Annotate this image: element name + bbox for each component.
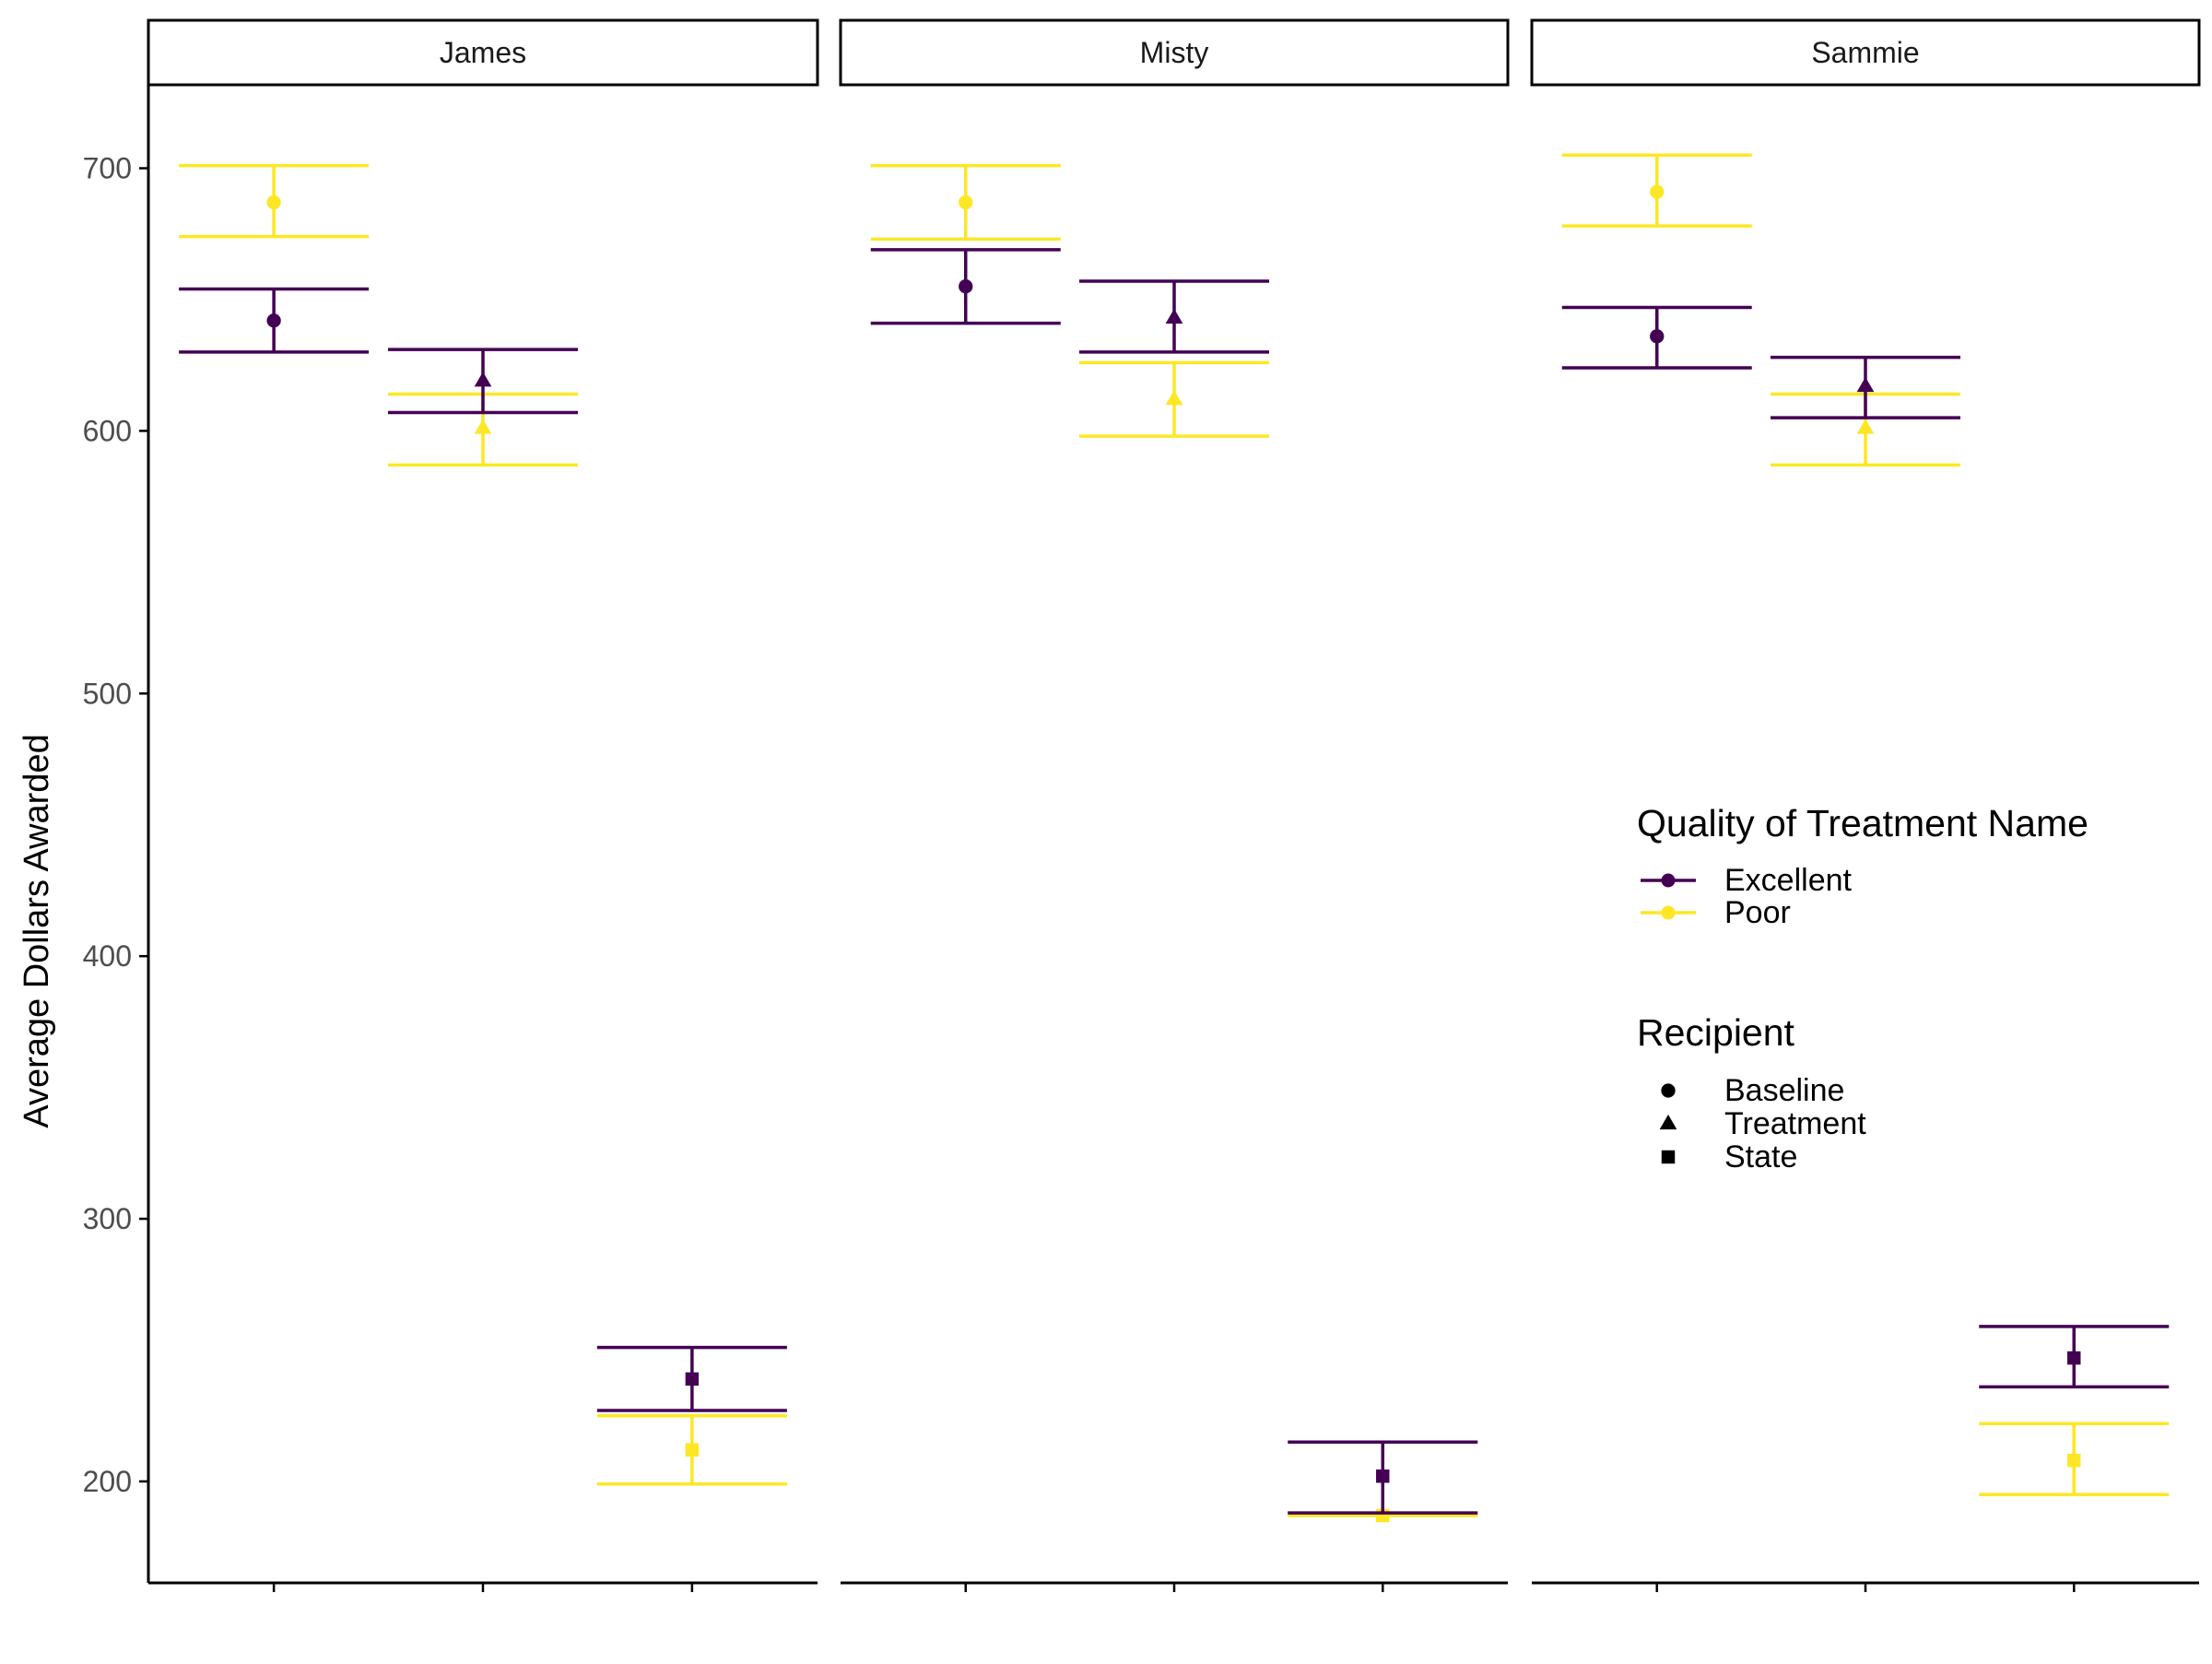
legend-color-item-poor: Poor: [1641, 895, 1791, 930]
point-james-treatment-poor: [474, 419, 492, 434]
legend-shape-item-baseline: Baseline: [1661, 1073, 1844, 1108]
errorbar-james-state-excellent: [596, 1345, 787, 1412]
facet-james: James: [147, 18, 819, 1592]
legend-color-label-excellent: Excellent: [1724, 863, 1853, 898]
errorbar-sammie-baseline-poor: [1561, 153, 1752, 228]
facet-strip-misty: [839, 18, 1510, 87]
facet-strip-sammie: [1530, 18, 2201, 87]
legend-color-title: Quality of Treatment Name: [1637, 802, 2088, 844]
point-sammie-baseline-poor: [1650, 184, 1665, 199]
y-tick-label-200: 200: [83, 1465, 132, 1498]
y-tick-label-400: 400: [83, 939, 132, 973]
point-sammie-state-poor: [2067, 1453, 2081, 1468]
point-misty-state-excellent: [1376, 1469, 1390, 1483]
errorbar-sammie-state-poor: [1979, 1422, 2170, 1496]
facet-strip-james: [147, 18, 819, 87]
errorbar-misty-treatment-poor: [1079, 360, 1269, 438]
y-axis-title: Average Dollars Awarded: [18, 734, 56, 1127]
errorbar-sammie-treatment-excellent: [1771, 355, 1960, 419]
point-james-treatment-excellent: [474, 372, 492, 387]
point-james-state-poor: [685, 1443, 700, 1457]
legend-color-key-point-poor: [1661, 905, 1676, 920]
facet-strip-label-misty: Misty: [1140, 36, 1209, 69]
point-misty-baseline-excellent: [959, 279, 973, 294]
facet-misty: Misty: [839, 18, 1510, 1592]
errorbar-misty-treatment-excellent: [1079, 279, 1269, 354]
errorbar-misty-state-excellent: [1288, 1440, 1478, 1515]
legend-shape-label-treatment: Treatment: [1724, 1106, 1866, 1141]
errorbar-james-treatment-excellent: [388, 348, 578, 415]
errorbar-misty-baseline-poor: [870, 163, 1061, 242]
point-sammie-treatment-excellent: [1856, 376, 1875, 393]
errorbar-misty-baseline-excellent: [870, 248, 1061, 325]
point-james-baseline-excellent: [266, 313, 281, 328]
y-tick-label-500: 500: [83, 677, 132, 710]
errorbar-sammie-baseline-excellent: [1561, 305, 1752, 370]
facet-strip-label-james: James: [440, 36, 526, 69]
point-james-baseline-poor: [266, 195, 281, 210]
y-tick-label-600: 600: [83, 414, 132, 447]
legend-color-item-excellent: Excellent: [1641, 863, 1853, 898]
point-james-state-excellent: [685, 1372, 700, 1387]
errorbar-james-baseline-poor: [179, 163, 370, 239]
errorbar-sammie-state-excellent: [1979, 1325, 2170, 1389]
facet-strip-label-sammie: Sammie: [1811, 36, 1919, 69]
y-tick-label-700: 700: [83, 152, 132, 185]
legend-shape-item-treatment: Treatment: [1659, 1106, 1866, 1141]
legend-shape-key-state: [1661, 1150, 1676, 1164]
y-axis: 200 300 400 500 600 700: [83, 152, 148, 1498]
point-misty-treatment-poor: [1165, 390, 1183, 406]
point-sammie-baseline-excellent: [1650, 329, 1665, 344]
legend-shape-label-baseline: Baseline: [1724, 1073, 1844, 1108]
point-sammie-state-excellent: [2067, 1351, 2081, 1365]
point-sammie-treatment-poor: [1856, 419, 1875, 434]
facets-layer: 200 300 400 500 600 700 James Misty Sammie: [83, 18, 2201, 1592]
point-misty-treatment-excellent: [1165, 308, 1183, 325]
legend-shape-item-state: State: [1661, 1139, 1797, 1174]
errorbar-james-state-poor: [596, 1413, 787, 1486]
facet-sammie: Sammie: [1530, 18, 2201, 1592]
errorbar-james-baseline-excellent: [179, 287, 370, 354]
legend-shape-key-treatment: [1659, 1114, 1677, 1130]
legend-shape-key-baseline: [1661, 1083, 1676, 1098]
legend-shape-label-state: State: [1724, 1139, 1797, 1174]
legend-shape-title: Recipient: [1637, 1011, 1795, 1054]
legend-color-label-poor: Poor: [1724, 895, 1791, 930]
point-misty-baseline-poor: [959, 195, 973, 210]
y-tick-label-300: 300: [83, 1202, 132, 1235]
legend-color-key-point-excellent: [1661, 873, 1676, 888]
